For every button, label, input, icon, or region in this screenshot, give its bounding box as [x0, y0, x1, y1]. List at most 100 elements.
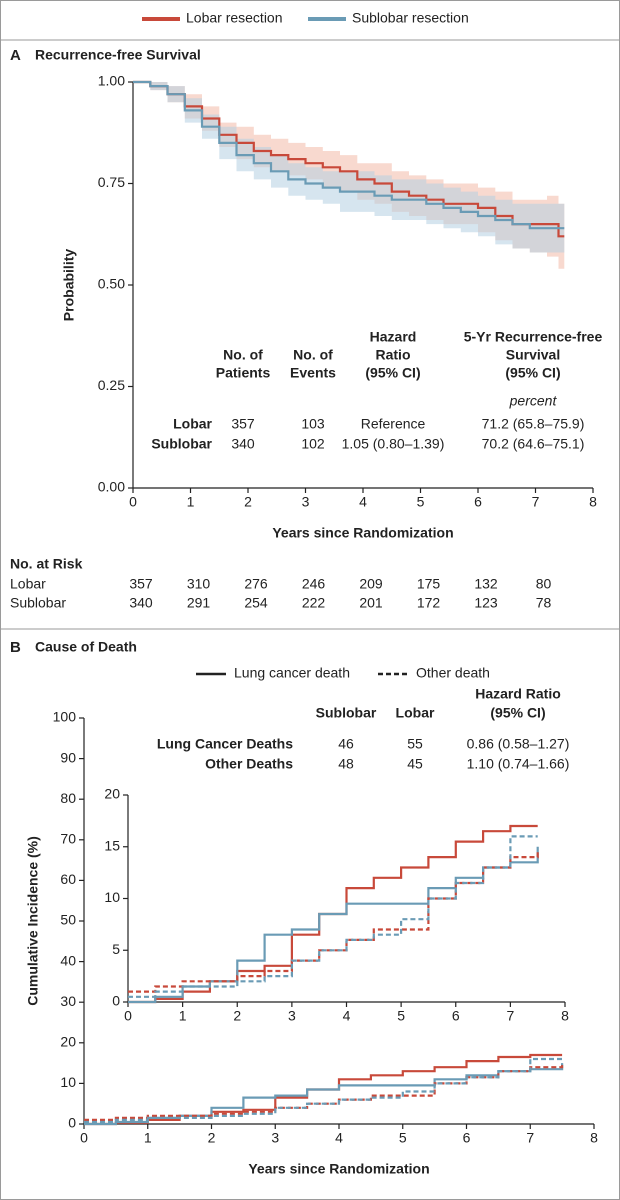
table-header: 5-Yr Recurrence-free	[464, 329, 603, 345]
table-header: Hazard Ratio	[475, 686, 561, 702]
at-risk-label: Sublobar	[10, 595, 66, 611]
at-risk-value: 78	[536, 595, 552, 611]
table-cell: 71.2 (65.8–75.9)	[482, 416, 585, 432]
x-tick-label: 6	[463, 1130, 471, 1146]
at-risk-value: 291	[187, 595, 211, 611]
x-tick-label: 1	[179, 1008, 187, 1024]
y-tick-label: 0.00	[98, 479, 125, 495]
table-header: (95% CI)	[490, 705, 545, 721]
at-risk-value: 132	[474, 576, 498, 592]
x-tick-label: 3	[271, 1130, 279, 1146]
table-header: No. of	[293, 347, 333, 363]
step-line	[84, 1065, 564, 1121]
table-cell: 357	[231, 416, 255, 432]
table-cell: Reference	[361, 416, 426, 432]
at-risk-value: 80	[536, 576, 552, 592]
table-cell: 102	[301, 436, 325, 452]
panel-title: Cause of Death	[35, 639, 137, 655]
x-tick-label: 0	[129, 494, 137, 510]
table-header: (95% CI)	[505, 365, 560, 381]
legend-label: Lobar resection	[186, 10, 283, 26]
x-tick-label: 5	[397, 1008, 405, 1024]
x-tick-label: 8	[590, 1130, 598, 1146]
x-tick-label: 7	[506, 1008, 514, 1024]
y-tick-label: 20	[104, 786, 120, 802]
ci-band	[133, 82, 565, 253]
row-label: Sublobar	[151, 436, 212, 452]
step-line	[84, 1057, 563, 1124]
table-header: Hazard	[370, 329, 417, 345]
x-tick-label: 7	[532, 494, 540, 510]
y-tick-label: 50	[60, 912, 76, 928]
panel-title: Recurrence-free Survival	[35, 47, 201, 63]
y-tick-label: 20	[60, 1034, 76, 1050]
x-tick-label: 3	[288, 1008, 296, 1024]
inset-background	[128, 791, 569, 1002]
row-label: Lobar	[173, 416, 212, 432]
table-cell: 48	[338, 756, 354, 772]
y-tick-label: 100	[53, 709, 77, 725]
y-axis-label: Cumulative Incidence (%)	[25, 836, 41, 1006]
x-tick-label: 2	[233, 1008, 241, 1024]
y-tick-label: 5	[112, 941, 120, 957]
y-tick-label: 0.25	[98, 377, 125, 393]
y-tick-label: 30	[60, 993, 76, 1009]
y-axis-label: Probability	[61, 249, 77, 322]
at-risk-label: Lobar	[10, 576, 46, 592]
step-line	[128, 835, 538, 998]
table-header: Sublobar	[316, 705, 377, 721]
y-tick-label: 90	[60, 749, 76, 765]
y-tick-label: 10	[104, 889, 120, 905]
x-tick-label: 5	[417, 494, 425, 510]
legend-label: Lung cancer death	[234, 665, 350, 681]
x-axis-label: Years since Randomization	[248, 1161, 429, 1177]
table-cell: 0.86 (0.58–1.27)	[467, 736, 570, 752]
x-tick-label: 2	[244, 494, 252, 510]
x-tick-label: 0	[80, 1130, 88, 1146]
at-risk-value: 254	[244, 595, 268, 611]
step-line	[133, 80, 565, 230]
legend-label: Sublobar resection	[352, 10, 469, 26]
table-header: Patients	[216, 365, 271, 381]
y-tick-label: 40	[60, 952, 76, 968]
at-risk-value: 357	[129, 576, 153, 592]
x-tick-label: 4	[343, 1008, 351, 1024]
table-header: Survival	[506, 347, 560, 363]
at-risk-value: 123	[474, 595, 498, 611]
x-tick-label: 5	[399, 1130, 407, 1146]
x-axis-label: Years since Randomization	[272, 525, 453, 541]
unit-note: percent	[509, 393, 558, 409]
legend-label: Other death	[416, 665, 490, 681]
table-cell: 103	[301, 416, 325, 432]
y-tick-label: 1.00	[98, 73, 125, 89]
at-risk-value: 276	[244, 576, 268, 592]
y-tick-label: 0	[68, 1115, 76, 1131]
row-label: Other Deaths	[205, 756, 293, 772]
x-tick-label: 1	[187, 494, 195, 510]
table-header: (95% CI)	[365, 365, 420, 381]
y-tick-label: 80	[60, 790, 76, 806]
x-tick-label: 8	[589, 494, 597, 510]
table-header: No. of	[223, 347, 263, 363]
table-cell: 46	[338, 736, 354, 752]
x-tick-label: 7	[526, 1130, 534, 1146]
table-cell: 70.2 (64.6–75.1)	[482, 436, 585, 452]
table-header: Ratio	[376, 347, 411, 363]
y-tick-label: 0.50	[98, 276, 125, 292]
x-tick-label: 2	[208, 1130, 216, 1146]
x-tick-label: 1	[144, 1130, 152, 1146]
row-label: Lung Cancer Deaths	[157, 736, 293, 752]
x-tick-label: 6	[474, 494, 482, 510]
y-tick-label: 0.75	[98, 174, 125, 190]
panel-letter: A	[10, 47, 21, 64]
x-tick-label: 3	[302, 494, 310, 510]
at-risk-value: 209	[359, 576, 383, 592]
y-tick-label: 10	[60, 1074, 76, 1090]
at-risk-title: No. at Risk	[10, 556, 83, 572]
table-cell: 45	[407, 756, 423, 772]
x-tick-label: 4	[359, 494, 367, 510]
y-tick-label: 15	[104, 837, 120, 853]
x-tick-label: 0	[124, 1008, 132, 1024]
